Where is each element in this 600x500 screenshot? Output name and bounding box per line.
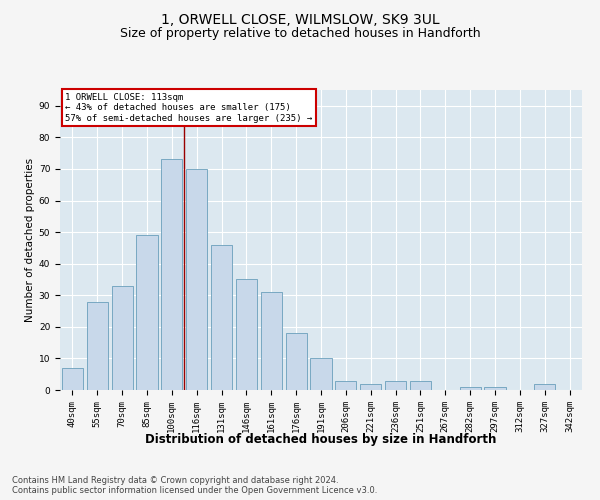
Bar [136, 236, 158, 390]
Bar [87, 302, 108, 390]
Text: Contains HM Land Registry data © Crown copyright and database right 2024.
Contai: Contains HM Land Registry data © Crown c… [12, 476, 377, 495]
Text: Distribution of detached houses by size in Handforth: Distribution of detached houses by size … [145, 432, 497, 446]
Bar [410, 380, 431, 390]
Bar [236, 280, 257, 390]
Bar [112, 286, 133, 390]
Text: 1 ORWELL CLOSE: 113sqm
← 43% of detached houses are smaller (175)
57% of semi-de: 1 ORWELL CLOSE: 113sqm ← 43% of detached… [65, 93, 313, 123]
Text: 1, ORWELL CLOSE, WILMSLOW, SK9 3UL: 1, ORWELL CLOSE, WILMSLOW, SK9 3UL [161, 12, 439, 26]
Bar [286, 333, 307, 390]
Bar [484, 387, 506, 390]
Bar [360, 384, 381, 390]
Bar [460, 387, 481, 390]
Y-axis label: Number of detached properties: Number of detached properties [25, 158, 35, 322]
Bar [161, 160, 182, 390]
Bar [211, 244, 232, 390]
Bar [186, 169, 207, 390]
Bar [310, 358, 332, 390]
Text: Size of property relative to detached houses in Handforth: Size of property relative to detached ho… [119, 28, 481, 40]
Bar [385, 380, 406, 390]
Bar [261, 292, 282, 390]
Bar [534, 384, 555, 390]
Bar [62, 368, 83, 390]
Bar [335, 380, 356, 390]
